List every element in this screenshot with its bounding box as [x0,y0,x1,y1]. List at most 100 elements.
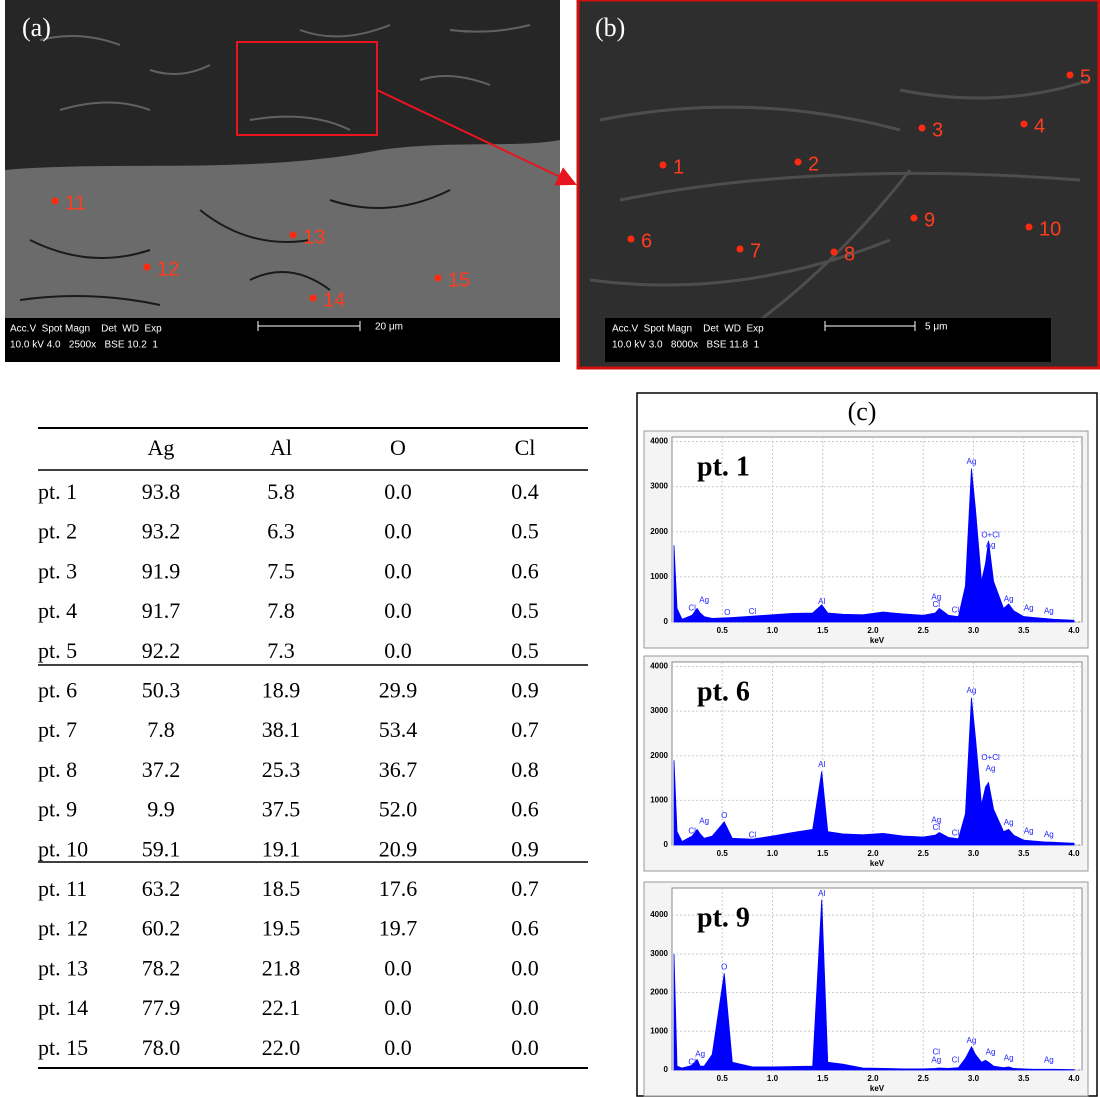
plot-bg [671,887,1083,1071]
x-tick-label: 3.0 [968,626,980,635]
table-cell: pt. 4 [38,598,77,623]
info-text: Acc.V Spot Magn Det WD Exp [10,324,162,335]
table-cell: pt. 14 [38,995,88,1020]
info-text: 10.0 kV 4.0 2500x BSE 10.2 1 [10,340,158,351]
spectrum-title: pt. 1 [697,451,750,482]
peak-label: Cl [749,830,757,839]
table-cell: 7.3 [267,638,295,663]
peak-label: Al [818,889,825,898]
y-tick-label: 2000 [650,751,668,760]
table-cell: pt. 12 [38,916,88,941]
table-cell: 17.6 [379,876,418,901]
peak-label: Al [818,597,825,606]
point-marker [918,124,926,132]
peak-label: Ag [695,1050,705,1059]
x-tick-label: 0.5 [717,849,729,858]
table-header: Al [270,435,292,460]
table-cell: pt. 1 [38,479,77,504]
table-cell: 77.9 [142,995,181,1020]
table-cell: 0.0 [384,558,412,583]
point-marker [1020,120,1028,128]
x-axis-label: keV [870,636,885,645]
table-cell: 19.1 [262,836,301,861]
point-label: 9 [924,209,935,231]
peak-label: Ag [967,1036,977,1045]
table-cell: 93.2 [142,519,181,544]
x-tick-label: 3.5 [1018,1074,1030,1083]
peak-label: Ag [986,1048,996,1057]
peak-label: Ag [1004,818,1014,827]
scale-text: 20 μm [375,322,403,333]
peak-label: Ag [1044,830,1054,839]
peak-label: Ag [1004,595,1014,604]
table-cell: 0.5 [511,519,539,544]
table-header: Ag [148,435,175,460]
x-tick-label: 1.5 [817,626,829,635]
table-cell: 93.8 [142,479,181,504]
table-cell: 0.0 [511,955,539,980]
table-cell: pt. 11 [38,876,87,901]
peak-label: O [724,608,730,617]
point-label: 4 [1034,115,1045,137]
table-cell: 0.0 [384,598,412,623]
x-axis-label: keV [870,1084,885,1093]
table-cell: 37.2 [142,757,181,782]
scale-text: 5 μm [925,322,947,333]
spectrum [673,899,1075,1071]
peak-label: Cl [688,1057,696,1066]
table-cell: pt. 13 [38,955,88,980]
table-cell: 22.1 [262,995,301,1020]
info-text: 10.0 kV 3.0 8000x BSE 11.8 1 [612,340,760,351]
x-tick-label: 2.5 [918,1074,930,1083]
spectrum [673,697,1075,846]
point-marker [289,231,297,239]
spectrum-title: pt. 9 [697,902,750,933]
plot-bg [671,436,1083,623]
table-cell: 25.3 [262,757,301,782]
point-marker [143,263,151,271]
y-tick-label: 1000 [650,1026,668,1035]
x-tick-label: 2.5 [918,849,930,858]
point-label: 15 [448,269,470,291]
y-tick-label: 4000 [650,910,668,919]
y-tick-label: 2000 [650,527,668,536]
peak-label: Cl [933,823,941,832]
table-cell: 18.9 [262,678,301,703]
spectrum [673,468,1075,623]
peak-label: Cl [749,607,757,616]
point-label: 13 [303,226,325,248]
peak-label: Ag [1044,607,1054,616]
point-label: 3 [932,119,943,141]
peak-label: Cl [933,600,941,609]
table-header: O [390,435,406,460]
peak-label: O+Cl [981,753,1000,762]
peak-label: Ag [699,816,709,825]
x-tick-label: 1.0 [767,1074,779,1083]
table-cell: 0.8 [511,757,539,782]
x-tick-label: 3.0 [968,849,980,858]
x-tick-label: 3.5 [1018,849,1030,858]
point-label: 8 [844,243,855,265]
peak-label: Ag [699,595,709,604]
peak-label: Ag [967,457,977,466]
y-tick-label: 0 [664,617,669,626]
x-tick-label: 1.0 [767,849,779,858]
peak-label: Ag [931,592,941,601]
sem-image-a [5,0,560,362]
point-label: 2 [808,153,819,175]
x-tick-label: 2.5 [918,626,930,635]
table-cell: 7.5 [267,558,295,583]
peak-label: Ag [1024,604,1034,613]
table-cell: 0.9 [511,836,539,861]
point-label: 11 [65,192,86,214]
table-cell: 36.7 [379,757,418,782]
point-marker [910,214,918,222]
table-cell: 78.2 [142,955,181,980]
y-tick-label: 3000 [650,949,668,958]
table-cell: 5.8 [267,479,295,504]
table-cell: 20.9 [379,836,418,861]
table-cell: 0.0 [384,519,412,544]
table-cell: 78.0 [142,1035,181,1060]
table-cell: pt. 2 [38,519,77,544]
point-marker [1025,223,1033,231]
